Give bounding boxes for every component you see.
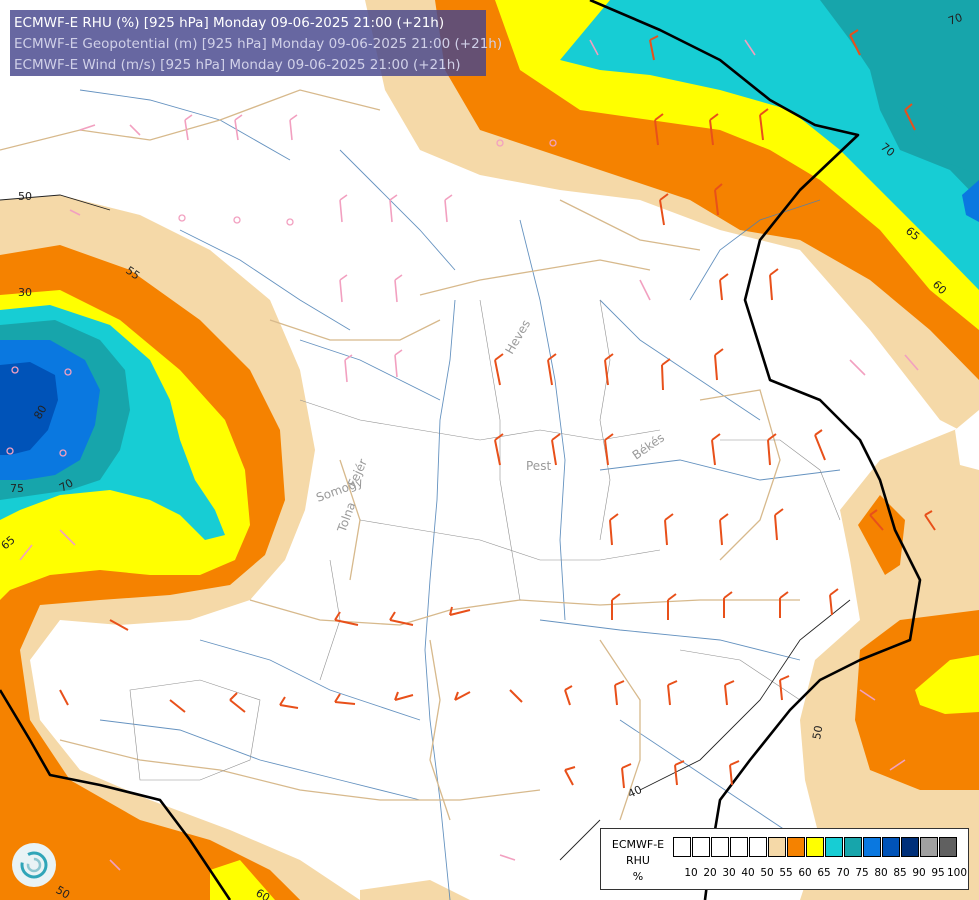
legend-tick-label: 60 bbox=[798, 867, 812, 879]
legend-tick-label: 20 bbox=[703, 867, 717, 879]
legend-tick-label: 55 bbox=[779, 867, 793, 879]
legend-variable: RHU bbox=[626, 854, 650, 867]
legend-ticks: 10 20 30 40 50 55 60 65 70 75 80 85 90 95 100 bbox=[673, 867, 973, 881]
district-lines bbox=[129, 299, 841, 781]
rhu-w-darkblue bbox=[0, 362, 58, 455]
legend-swatch bbox=[673, 837, 691, 857]
legend-tick-label: 40 bbox=[741, 867, 755, 879]
legend-tick-label: 80 bbox=[874, 867, 888, 879]
calm-circles bbox=[6, 139, 557, 457]
rhu-e-orange2 bbox=[858, 495, 905, 575]
legend-tick-label: 10 bbox=[684, 867, 698, 879]
legend-swatch bbox=[901, 837, 919, 857]
legend-tick-label: 95 bbox=[931, 867, 945, 879]
rhu-legend: ECMWF-E RHU % 10 20 30 40 50 55 60 65 70 75 80 85 90… bbox=[600, 828, 969, 890]
contour-label: 50 bbox=[810, 724, 825, 740]
legend-swatches bbox=[673, 837, 958, 857]
legend-swatch bbox=[882, 837, 900, 857]
legend-tick-label: 50 bbox=[760, 867, 774, 879]
contour-label: 80 bbox=[31, 403, 49, 422]
legend-swatch bbox=[787, 837, 805, 857]
county-label-pest: Pest bbox=[526, 459, 551, 473]
legend-swatch bbox=[730, 837, 748, 857]
legend-tick-label: 100 bbox=[946, 867, 968, 879]
legend-unit: % bbox=[632, 870, 644, 883]
legend-swatch bbox=[692, 837, 710, 857]
legend-swatch bbox=[711, 837, 729, 857]
contour-label: 70 bbox=[947, 11, 965, 28]
country-border bbox=[0, 0, 922, 900]
contour-label: 50 bbox=[54, 883, 73, 900]
legend-tick-label: 70 bbox=[836, 867, 850, 879]
contour-label: 70 bbox=[57, 476, 76, 494]
contour-label: 50 bbox=[18, 190, 32, 203]
legend-swatch bbox=[920, 837, 938, 857]
legend-model: ECMWF-E bbox=[611, 838, 665, 851]
legend-tick-label: 65 bbox=[817, 867, 831, 879]
rhu-e-white bbox=[955, 410, 979, 470]
rivers bbox=[79, 89, 841, 900]
swirl-logo-icon bbox=[12, 843, 56, 887]
legend-swatch bbox=[844, 837, 862, 857]
legend-swatch bbox=[806, 837, 824, 857]
legend-swatch bbox=[863, 837, 881, 857]
legend-tick-label: 90 bbox=[912, 867, 926, 879]
legend-tick-label: 30 bbox=[722, 867, 736, 879]
legend-caption: ECMWF-E RHU % bbox=[605, 837, 671, 885]
rhu-sw-yellow bbox=[210, 860, 275, 900]
map-title-box: ECMWF-E RHU (%) [925 hPa] Monday 09-06-2… bbox=[10, 10, 503, 76]
contour-label: 75 bbox=[10, 482, 24, 495]
title-geopotential: ECMWF-E Geopotential (m) [925 hPa] Monda… bbox=[14, 36, 503, 52]
legend-swatch bbox=[825, 837, 843, 857]
rhu-ne-teal2 bbox=[890, 90, 979, 175]
title-wind: ECMWF-E Wind (m/s) [925 hPa] Monday 09-0… bbox=[14, 57, 461, 73]
contour-label: 60 bbox=[254, 886, 273, 900]
geopotential-contours bbox=[0, 194, 851, 861]
title-rhu: ECMWF-E RHU (%) [925 hPa] Monday 09-06-2… bbox=[14, 15, 445, 31]
rhu-e-yellow bbox=[915, 655, 979, 714]
legend-swatch bbox=[768, 837, 786, 857]
county-borders bbox=[0, 89, 800, 821]
wind-barbs-orange bbox=[59, 29, 936, 789]
legend-swatch bbox=[749, 837, 767, 857]
contour-label: 40 bbox=[626, 783, 644, 801]
rhu-e-orange bbox=[855, 610, 979, 790]
rhu-s-beige bbox=[360, 880, 470, 900]
wind-barbs-pink bbox=[19, 39, 919, 871]
legend-tick-label: 75 bbox=[855, 867, 869, 879]
rhu-ne-blue bbox=[962, 180, 979, 222]
contour-label: 30 bbox=[18, 286, 32, 299]
legend-tick-label: 85 bbox=[893, 867, 907, 879]
legend-swatch bbox=[939, 837, 957, 857]
